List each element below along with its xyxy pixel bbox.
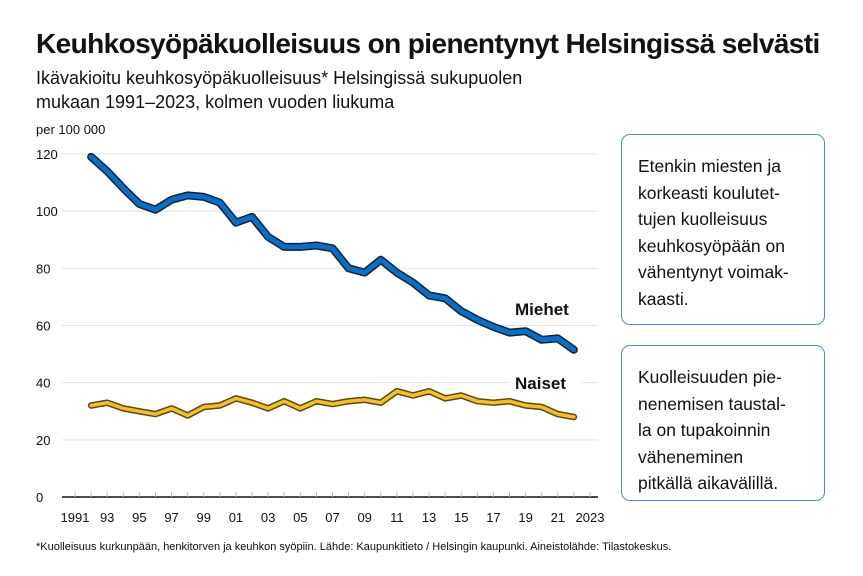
- y-tick-label: 0: [36, 490, 43, 505]
- chart-subtitle-line-2: mukaan 1991–2023, kolmen vuoden liukuma: [36, 92, 395, 112]
- y-tick-label: 40: [36, 376, 50, 391]
- x-tick-label: 93: [100, 510, 114, 525]
- x-tick-label: 21: [551, 510, 565, 525]
- series-outline-miehet: [87, 152, 578, 354]
- legend-label-bg: [509, 373, 581, 395]
- y-tick-label: 120: [36, 147, 58, 162]
- note-line: la on tupakoinnin: [638, 420, 771, 440]
- note-line: väheneminen: [638, 446, 744, 467]
- x-tick-label: 07: [325, 510, 339, 525]
- y-tick-label: 80: [36, 261, 50, 276]
- x-tick-label: 17: [486, 510, 500, 525]
- note-line: Kuolleisuuden pie-: [638, 367, 782, 387]
- note-line: kaasti.: [638, 288, 689, 309]
- note-box-1: Etenkin miesten ja korkeasti koulutet- t…: [621, 134, 825, 325]
- series-label-miehet: Miehet: [515, 300, 569, 319]
- y-tick-label: 100: [36, 204, 58, 219]
- chart-title: Keuhkosyöpäkuolleisuus on pienentynyt He…: [36, 28, 820, 59]
- note-line: Etenkin miesten ja: [638, 156, 781, 176]
- x-tick-label: 97: [164, 510, 178, 525]
- note-line: tujen kuolleisuus: [638, 209, 768, 229]
- note-line: vähentynyt voimak-: [638, 262, 789, 282]
- note-line: keuhkosyöpään on: [638, 235, 785, 256]
- chart-subtitle-line-1: Ikävakioitu keuhkosyöpäkuolleisuus* Hels…: [36, 68, 523, 88]
- x-tick-label: 03: [261, 510, 275, 525]
- series-label-naiset: Naiset: [515, 374, 566, 393]
- y-tick-label: 60: [36, 319, 50, 334]
- x-tick-label: 15: [454, 510, 468, 525]
- x-tick-label: 19: [518, 510, 532, 525]
- x-tick-label: 95: [132, 510, 146, 525]
- y-tick-label: 20: [36, 433, 50, 448]
- x-tick-label: 09: [357, 510, 371, 525]
- x-tick-label: 11: [390, 510, 404, 525]
- note-line: nenemisen taustal-: [638, 393, 786, 414]
- note-line: pitkällä aikavälillä.: [638, 473, 779, 493]
- x-tick-label: 13: [422, 510, 436, 525]
- x-tick-label: 1991: [61, 510, 90, 525]
- x-tick-label: 01: [229, 510, 243, 525]
- y-axis-unit: per 100 000: [36, 122, 106, 137]
- x-tick-label: 99: [197, 510, 211, 525]
- footnote-source: *Kuolleisuus kurkunpään, henkitorven ja …: [36, 541, 672, 553]
- x-tick-label: 05: [293, 510, 307, 525]
- note-line: korkeasti koulutet-: [638, 182, 781, 203]
- note-box-2: Kuolleisuuden pie- nenemisen taustal- la…: [621, 345, 825, 501]
- x-tick-label: 2023: [576, 510, 605, 525]
